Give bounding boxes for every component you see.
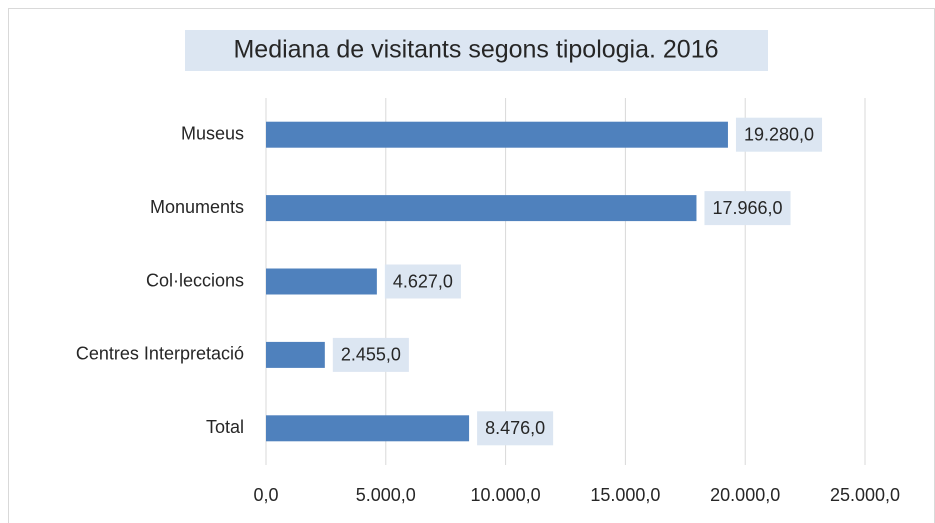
value-label: 4.627,0 xyxy=(393,271,453,291)
y-tick-label: Col·leccions xyxy=(146,270,244,290)
value-label-box xyxy=(735,117,823,152)
bar xyxy=(266,415,470,442)
bar xyxy=(266,341,325,368)
x-tick-label: 10.000,0 xyxy=(471,485,541,505)
bar xyxy=(266,268,377,295)
y-tick-label: Monuments xyxy=(150,197,244,217)
x-tick-label: 15.000,0 xyxy=(590,485,660,505)
x-tick-label: 0,0 xyxy=(253,485,278,505)
x-tick-label: 5.000,0 xyxy=(356,485,416,505)
chart-border xyxy=(8,8,935,523)
title-box xyxy=(185,30,768,71)
x-tick-label: 25.000,0 xyxy=(830,485,900,505)
y-tick-label: Museus xyxy=(181,123,244,143)
value-label: 2.455,0 xyxy=(341,345,401,365)
value-label: 17.966,0 xyxy=(712,198,782,218)
bar xyxy=(266,195,697,222)
bar xyxy=(266,121,728,148)
y-tick-label: Total xyxy=(206,417,244,437)
value-label-box xyxy=(332,337,409,372)
value-label-box xyxy=(704,191,791,226)
value-label-box xyxy=(477,411,554,446)
chart-title: Mediana de visitants segons tipologia. 2… xyxy=(233,36,718,64)
value-label: 8.476,0 xyxy=(485,418,545,438)
y-tick-label: Centres Interpretació xyxy=(76,344,244,364)
value-label: 19.280,0 xyxy=(744,124,814,144)
value-label-box xyxy=(384,264,461,299)
x-tick-label: 20.000,0 xyxy=(710,485,780,505)
